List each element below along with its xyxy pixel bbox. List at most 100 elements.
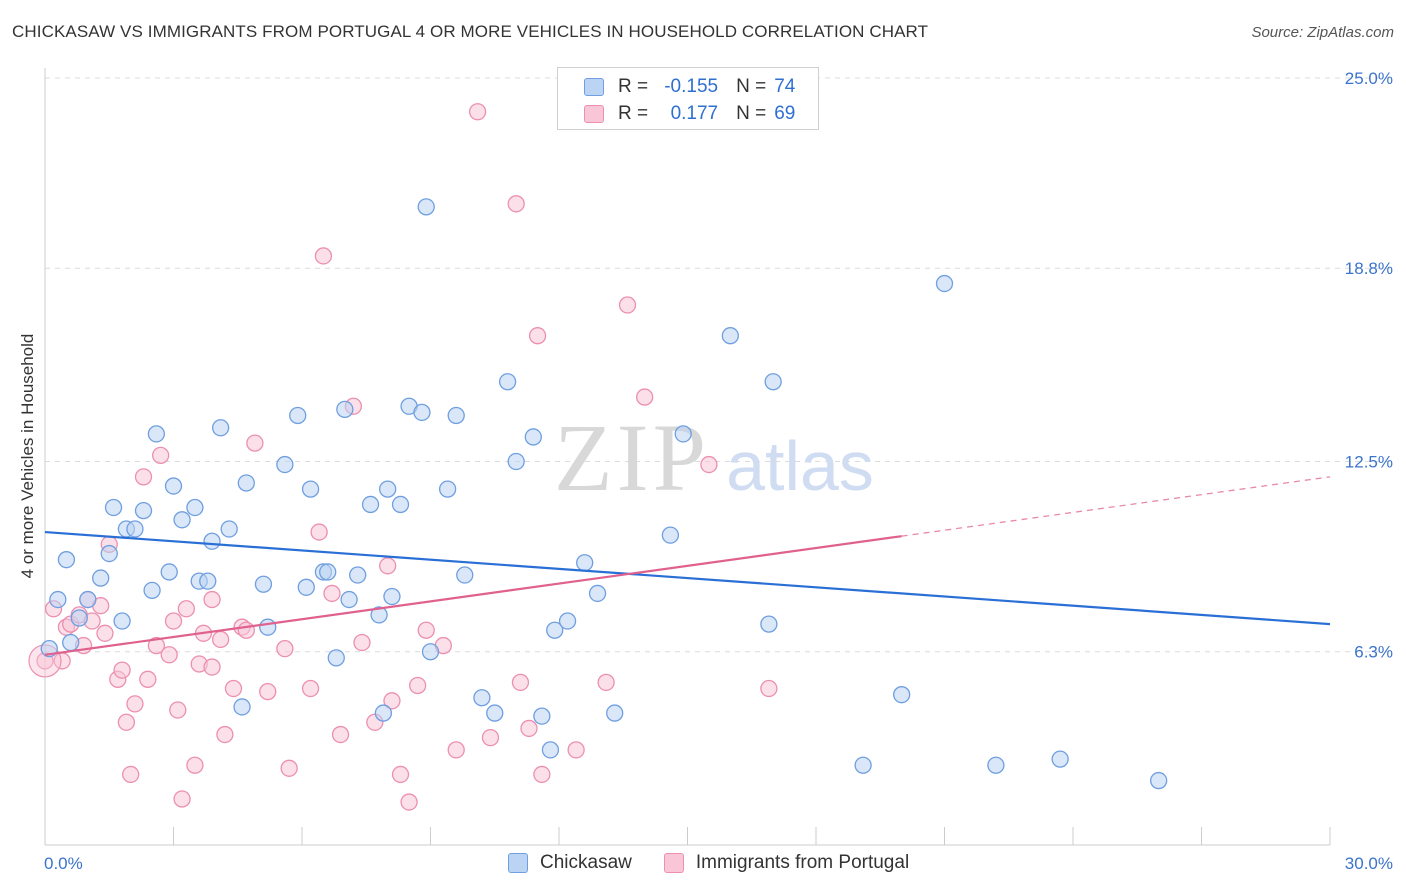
data-point-chickasaw — [541, 741, 560, 759]
data-point-chickasaw — [143, 581, 161, 600]
y-tick-label: 6.3% — [1354, 643, 1393, 662]
data-point-portugal — [216, 725, 234, 744]
legend-r-label: R = — [618, 76, 649, 97]
y-tick-label: 12.5% — [1345, 453, 1393, 472]
data-point-chickasaw — [211, 419, 230, 437]
data-point-portugal — [147, 636, 166, 655]
legend-n-label: N = — [736, 103, 767, 124]
data-point-portugal — [186, 756, 204, 774]
data-point-chickasaw — [259, 618, 277, 636]
data-point-chickasaw — [1051, 750, 1069, 768]
data-point-chickasaw — [62, 633, 80, 652]
data-point-portugal — [203, 658, 221, 676]
data-point-chickasaw — [134, 501, 153, 520]
grid-lines — [45, 77, 1393, 653]
data-point-chickasaw — [160, 563, 178, 581]
data-point-portugal — [618, 296, 637, 314]
data-point-portugal — [126, 695, 144, 713]
data-point-chickasaw — [276, 455, 294, 474]
data-point-portugal — [447, 741, 465, 759]
legend-r-label: R = — [618, 103, 649, 124]
data-point-chickasaw — [498, 373, 517, 391]
data-point-chickasaw — [606, 704, 624, 722]
data-point-chickasaw — [374, 704, 393, 722]
data-point-portugal — [237, 621, 255, 639]
data-point-chickasaw — [349, 566, 367, 584]
legend-row-chickasaw: R = -0.155 N = 74 — [584, 75, 795, 99]
data-point-chickasaw — [413, 403, 431, 422]
data-point-portugal — [280, 759, 298, 777]
data-point-portugal — [567, 741, 585, 759]
y-tick-label: 18.8% — [1345, 259, 1393, 278]
data-point-chickasaw — [237, 474, 255, 492]
correlation-legend: R = -0.155 N = 74 R = 0.177 N = 69 — [557, 67, 819, 130]
data-point-chickasaw — [254, 575, 273, 593]
data-point-portugal — [122, 765, 140, 784]
data-point-chickasaw — [147, 425, 166, 443]
watermark-zip: ZIP — [554, 404, 710, 511]
data-point-portugal — [276, 639, 294, 658]
data-point-chickasaw — [524, 428, 542, 446]
legend-item-chickasaw[interactable]: Chickasaw — [508, 852, 632, 874]
source-label: Source: ZipAtlas.com — [1251, 24, 1394, 41]
data-point-chickasaw — [893, 686, 911, 704]
data-point-portugal — [391, 765, 410, 784]
data-point-portugal — [310, 523, 328, 541]
data-point-chickasaw — [447, 406, 465, 425]
axes — [44, 68, 1331, 846]
data-point-portugal — [400, 793, 418, 811]
data-point-portugal — [533, 765, 551, 784]
data-point-chickasaw — [199, 572, 217, 590]
data-point-chickasaw — [935, 274, 954, 293]
data-point-chickasaw — [421, 643, 440, 661]
legend-swatch-pink — [663, 853, 684, 873]
trend-lines — [44, 476, 1331, 656]
data-point-portugal — [151, 446, 170, 465]
legend-r-value: 0.177 — [670, 103, 719, 124]
data-point-portugal — [417, 621, 435, 639]
data-point-chickasaw — [438, 480, 457, 498]
data-point-chickasaw — [92, 569, 110, 587]
legend-item-portugal[interactable]: Immigrants from Portugal — [663, 852, 909, 874]
data-point-chickasaw — [126, 520, 144, 538]
data-point-portugal — [468, 103, 487, 121]
data-point-portugal — [259, 682, 277, 701]
data-point-portugal — [139, 670, 157, 688]
chart-title: CHICKASAW VS IMMIGRANTS FROM PORTUGAL 4 … — [12, 22, 929, 41]
data-point-portugal — [160, 646, 178, 664]
data-point-portugal — [408, 676, 427, 695]
data-point-chickasaw — [370, 606, 388, 624]
data-point-chickasaw — [456, 566, 474, 584]
data-point-chickasaw — [588, 584, 607, 603]
data-point-chickasaw — [721, 327, 739, 345]
data-point-portugal — [211, 630, 230, 649]
data-point-chickasaw — [576, 554, 594, 572]
tick-labels: 6.3% 12.5% 18.8% 25.0% 0.0% 30.0% — [44, 69, 1393, 873]
data-point-portugal — [520, 719, 538, 738]
data-point-portugal — [379, 557, 397, 575]
data-point-chickasaw — [987, 756, 1005, 774]
x-tick-label-max: 30.0% — [1345, 854, 1393, 873]
data-point-portugal — [760, 679, 778, 698]
data-point-portugal — [636, 388, 654, 406]
data-point-portugal — [528, 327, 547, 345]
data-point-chickasaw — [336, 400, 354, 418]
data-point-chickasaw — [361, 495, 380, 514]
x-tick-label-min: 0.0% — [44, 854, 83, 873]
data-point-chickasaw — [379, 480, 397, 498]
legend-label-chickasaw: Chickasaw — [540, 852, 632, 873]
data-point-chickasaw — [764, 373, 782, 391]
data-point-chickasaw — [533, 707, 551, 725]
y-tick-label: 25.0% — [1345, 69, 1393, 88]
data-point-portugal — [301, 679, 320, 698]
data-point-portugal — [203, 590, 221, 609]
data-point-portugal — [323, 584, 341, 603]
data-point-chickasaw — [100, 544, 118, 563]
data-point-chickasaw — [546, 621, 564, 639]
data-point-portugal — [597, 673, 615, 692]
data-point-chickasaw — [417, 198, 435, 216]
data-point-portugal — [224, 679, 243, 698]
legend-row-portugal: R = 0.177 N = 69 — [584, 102, 795, 126]
data-point-portugal — [331, 725, 350, 744]
